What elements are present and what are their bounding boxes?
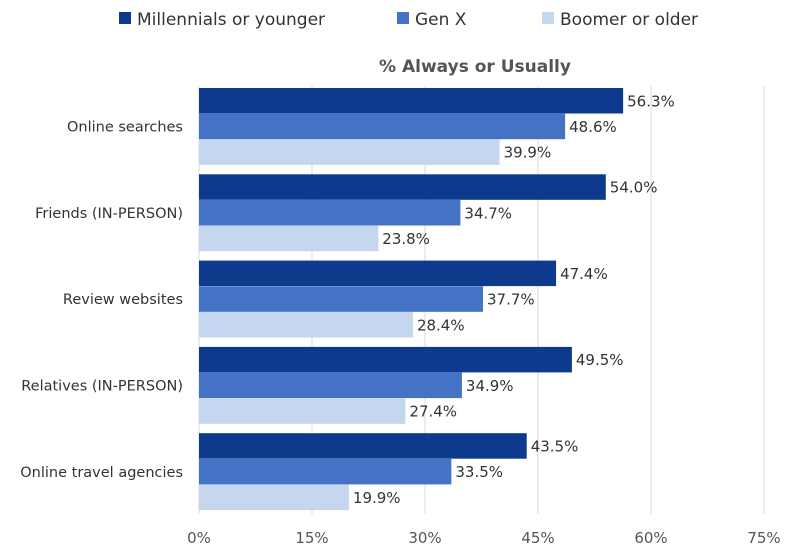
bar-online-searches-boomer-or-older [199, 139, 500, 165]
data-label: 33.5% [455, 463, 503, 481]
data-label: 39.9% [504, 144, 552, 162]
bar-friends-in-person-boomer-or-older [199, 225, 379, 252]
data-label: 56.3% [627, 92, 675, 110]
data-label: 19.9% [353, 489, 401, 507]
data-label: 27.4% [409, 403, 457, 421]
x-tick-label: 0% [187, 529, 211, 547]
bars: 56.3% 48.6% 39.9% 54.0% 34.7% 23.8% 47.4% 37.7%… [199, 88, 675, 511]
x-tick-label: 30% [408, 529, 441, 547]
legend-label-gen-x: Gen X [415, 10, 467, 30]
data-label: 28.4% [417, 316, 465, 334]
bar-relatives-in-person-boomer-or-older [199, 398, 406, 424]
bar-friends-in-person-millennials-or-younger [199, 174, 606, 200]
bar-relatives-in-person-gen-x [199, 372, 462, 399]
data-label: 37.7% [487, 291, 535, 309]
x-tick-label: 45% [521, 529, 554, 547]
legend-label-millennials-or-younger: Millennials or younger [137, 10, 325, 30]
x-tick-label: 60% [634, 529, 667, 547]
bar-friends-in-person-gen-x [199, 200, 461, 226]
data-label: 54.0% [610, 179, 658, 197]
legend-swatch-boomer-or-older [542, 12, 554, 24]
category-label: Online travel agencies [20, 465, 183, 481]
bar-review-websites-gen-x [199, 286, 484, 312]
data-label: 23.8% [382, 230, 430, 248]
bar-online-searches-gen-x [199, 113, 566, 140]
x-axis-ticks: 0% 15% 30% 45% 60% 75% [187, 529, 781, 547]
bar-online-searches-millennials-or-younger [199, 88, 624, 114]
category-label: Friends (IN-PERSON) [35, 206, 183, 222]
category-label: Relatives (IN-PERSON) [21, 378, 183, 394]
x-tick-label: 75% [747, 529, 780, 547]
data-label: 34.9% [466, 377, 514, 395]
data-label: 48.6% [569, 118, 617, 136]
bar-online-travel-agencies-gen-x [199, 458, 452, 485]
legend: Millennials or younger Gen X Boomer or old… [119, 10, 698, 30]
chart-title: % Always or Usually [379, 57, 571, 77]
bar-online-travel-agencies-boomer-or-older [199, 484, 349, 511]
legend-label-boomer-or-older: Boomer or older [560, 10, 698, 30]
x-tick-label: 15% [295, 529, 328, 547]
bar-online-travel-agencies-millennials-or-younger [199, 433, 527, 459]
legend-swatch-millennials-or-younger [119, 12, 131, 24]
category-labels: Online searches Friends (IN-PERSON) Review… [20, 120, 183, 481]
data-label: 34.7% [464, 204, 512, 222]
legend-swatch-gen-x [397, 12, 409, 24]
data-label: 43.5% [531, 437, 579, 455]
bar-review-websites-millennials-or-younger [199, 260, 557, 287]
bar-review-websites-boomer-or-older [199, 312, 413, 338]
category-label: Review websites [63, 292, 183, 308]
data-label: 47.4% [560, 265, 608, 283]
data-label: 49.5% [576, 351, 624, 369]
bar-relatives-in-person-millennials-or-younger [199, 346, 572, 373]
category-label: Online searches [67, 120, 183, 136]
